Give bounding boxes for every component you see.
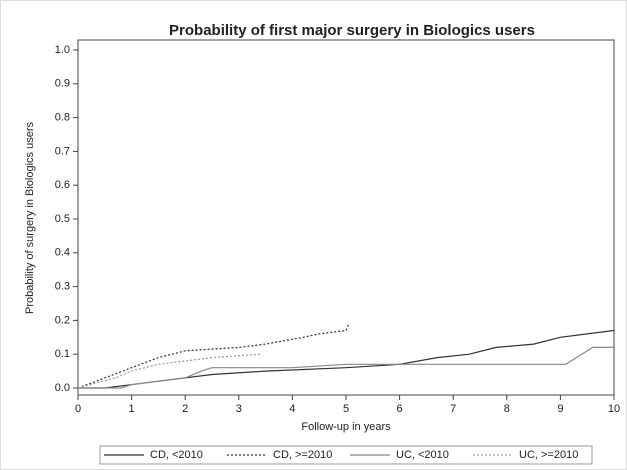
legend-label: UC, <2010 xyxy=(396,449,449,461)
series-line xyxy=(77,353,261,389)
y-tick-label: 0.2 xyxy=(55,314,70,326)
x-axis-label: Follow-up in years xyxy=(301,421,391,433)
legend-label: CD, >=2010 xyxy=(273,449,332,461)
x-tick-label: 0 xyxy=(75,403,81,415)
x-tick-label: 8 xyxy=(504,403,510,415)
y-tick-label: 0.8 xyxy=(55,112,70,124)
x-tick-label: 7 xyxy=(450,403,456,415)
y-tick-label: 0.3 xyxy=(55,281,70,293)
x-tick-label: 10 xyxy=(608,403,620,415)
y-tick-label: 0.9 xyxy=(55,78,70,90)
y-tick-label: 1.0 xyxy=(55,44,70,56)
y-tick-label: 0.4 xyxy=(55,247,70,259)
legend-label: CD, <2010 xyxy=(150,449,203,461)
chart-title: Probability of first major surgery in Bi… xyxy=(169,22,535,39)
series-line xyxy=(78,346,614,389)
x-tick-label: 3 xyxy=(236,403,242,415)
x-tick-label: 5 xyxy=(343,403,349,415)
legend-box xyxy=(99,445,593,465)
x-tick-label: 4 xyxy=(289,403,295,415)
y-tick-label: 0.6 xyxy=(55,179,70,191)
y-tick-label: 0.7 xyxy=(55,145,70,157)
y-tick-label: 0.0 xyxy=(55,382,70,394)
y-tick-label: 0.1 xyxy=(55,348,70,360)
x-tick-label: 1 xyxy=(129,403,135,415)
x-tick-label: 6 xyxy=(397,403,403,415)
series-line xyxy=(77,323,350,389)
y-tick-label: 0.5 xyxy=(55,213,70,225)
x-tick-label: 2 xyxy=(182,403,188,415)
legend-label: UC, >=2010 xyxy=(519,449,578,461)
x-tick-label: 9 xyxy=(557,403,563,415)
y-axis-label: Probability of surgery in Biologics user… xyxy=(24,122,36,314)
